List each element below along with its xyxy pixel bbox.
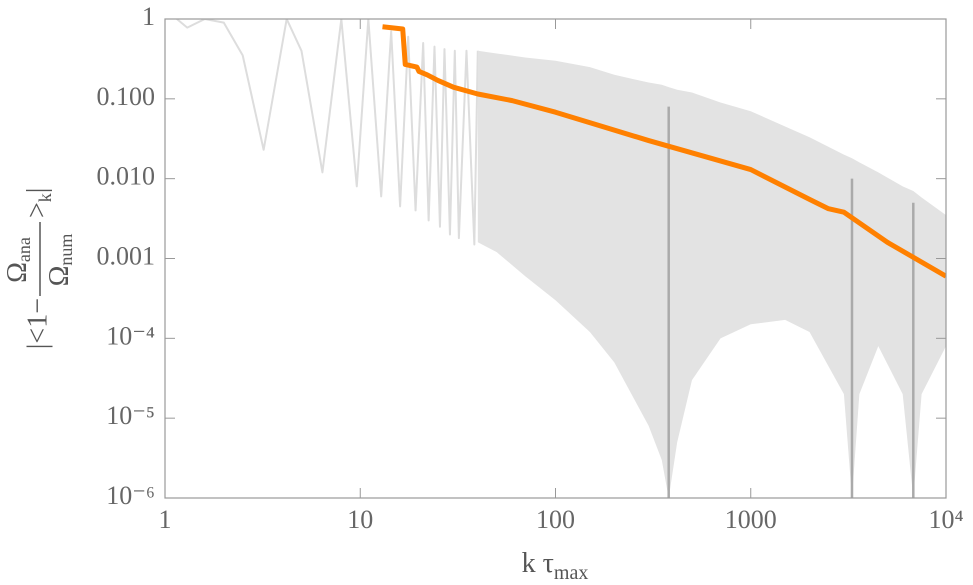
x-label-sub: max (554, 562, 588, 584)
x-tick-label: 1 (159, 505, 172, 534)
y-tick-label: 10⁻⁵ (106, 401, 155, 430)
y-suf: > (22, 202, 53, 218)
y-tick-label: 0.100 (97, 82, 156, 111)
data-line (382, 24, 946, 279)
y-suf-sub: k (35, 193, 55, 202)
oscillation-band (477, 50, 946, 498)
x-tick-label: 1000 (725, 505, 777, 534)
y-label-prefix: |<1− (22, 298, 53, 349)
y-tick-label: 10⁻⁶ (106, 481, 155, 510)
y-label-suffix: >k| (22, 188, 55, 218)
data-line (176, 19, 479, 246)
y-tick-label: 10⁻⁴ (106, 321, 155, 350)
x-axis-label: k τmax (522, 548, 589, 583)
y-tick-label: 1 (142, 2, 155, 31)
y-label-numerator: Ωana (2, 237, 34, 283)
y-num: Ω (2, 262, 33, 283)
x-label-main: k τ (522, 548, 554, 579)
y-label-denominator: Ωnum (44, 234, 76, 287)
plot-area (176, 19, 946, 498)
x-tick-label: 100 (536, 505, 575, 534)
y-tick-label: 0.010 (97, 162, 156, 191)
x-tick-label: 10 (347, 505, 373, 534)
y-den-sub: num (56, 234, 76, 266)
y-den: Ω (44, 266, 75, 287)
y-end: | (22, 188, 53, 194)
y-num-sub: ana (14, 237, 34, 262)
y-tick-label: 0.001 (97, 241, 156, 270)
x-tick-label: 10⁴ (928, 505, 963, 534)
y-axis-label: |<1− Ωana Ωnum >k| (2, 188, 76, 350)
